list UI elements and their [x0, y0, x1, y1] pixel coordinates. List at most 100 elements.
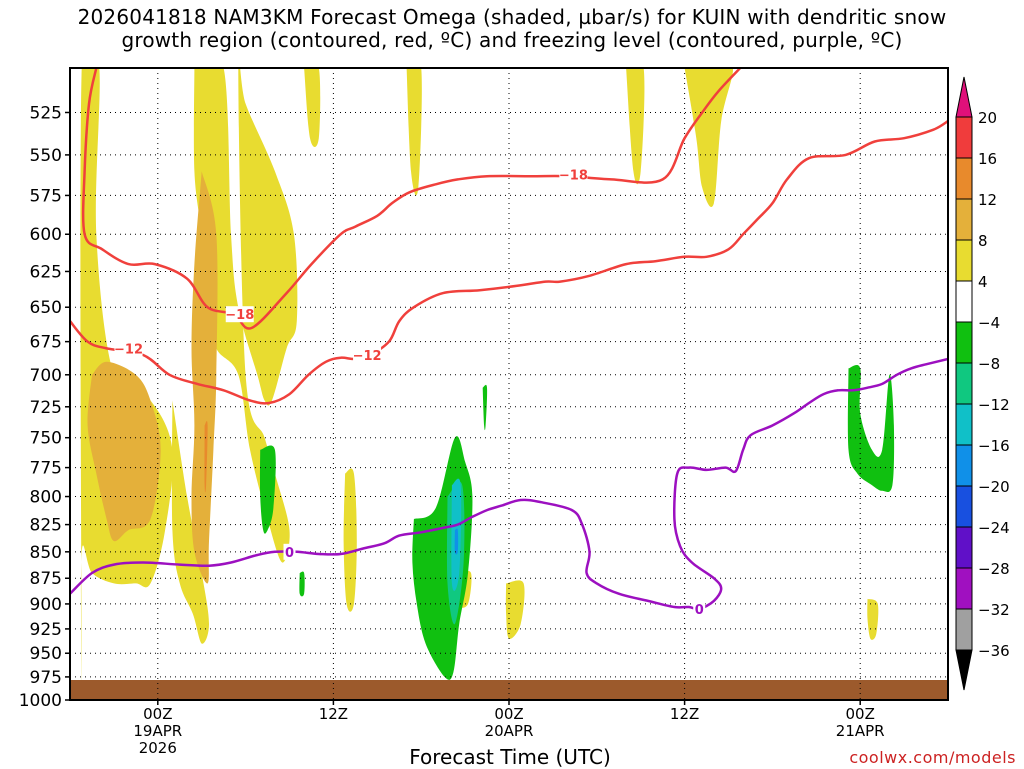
isotherm-label-bg: [225, 306, 254, 323]
y-tick-label: 825: [30, 516, 62, 536]
y-tick-label: 725: [30, 398, 62, 418]
colorbar-label: 8: [978, 232, 988, 250]
axes-layer: 525 550 575 600 625 650 675 700 725 750 775 800 825 8…: [19, 103, 885, 757]
colorbar-label: −32: [978, 601, 1010, 619]
colorbar-bin-4: [955, 239, 973, 282]
isotherm-label-0: 0: [285, 546, 294, 561]
isotherm-label-bg: [559, 166, 588, 183]
x-tick-label: 12Z: [670, 705, 699, 723]
x-tick-date-label: 20APR: [485, 722, 534, 740]
omega-region-5: [406, 68, 422, 196]
y-tick-label: 550: [30, 146, 62, 166]
x-tick-label: 00Z: [494, 705, 523, 723]
y-tick-label: 650: [30, 298, 62, 318]
omega-region-11: [867, 598, 879, 640]
isotherm-label-0: 0: [695, 603, 704, 618]
x-tick-date-label: 19APR: [133, 722, 182, 740]
colorbar-label: −28: [978, 560, 1010, 578]
omega-region-14: [204, 421, 208, 493]
isotherm-layer: −18 −18 −12 −12 0 0: [70, 68, 948, 618]
chart-title-line-2: growth region (contoured, red, ºC) and f…: [121, 28, 903, 52]
isotherm-label-bg: [283, 543, 296, 560]
y-tick-label: 975: [30, 668, 62, 688]
colorbar-bin-11: [955, 526, 973, 569]
colorbar-bin-3: [955, 198, 973, 241]
colorbar-label: −20: [978, 478, 1010, 496]
y-tick-label: 875: [30, 569, 62, 589]
x-tick-label: 00Z: [846, 705, 875, 723]
chart-title-line-1: 2026041818 NAM3KM Forecast Omega (shaded…: [77, 5, 947, 29]
colorbar-label: −16: [978, 437, 1010, 455]
y-tick-label: 925: [30, 620, 62, 640]
x-tick-label: 00Z: [143, 705, 172, 723]
omega-shading-layer: [80, 68, 895, 700]
colorbar-bottom-arrow: [955, 649, 973, 691]
y-tick-label: 600: [30, 225, 62, 245]
x-axis-label: Forecast Time (UTC): [409, 745, 611, 769]
colorbar-bin-10: [955, 485, 973, 528]
y-tick-label: 900: [30, 595, 62, 615]
colorbar-bin-1: [955, 116, 973, 159]
omega-region-8: [343, 468, 357, 612]
y-tick-label: 700: [30, 366, 62, 386]
isotherm-line--12: [70, 120, 948, 405]
omega-region-15: [259, 445, 276, 534]
y-tick-label: 625: [30, 262, 62, 282]
colorbar-bin-13: [955, 608, 973, 651]
isotherm-label-bg: [114, 340, 143, 357]
colorbar-bin-6: [955, 321, 973, 364]
y-tick-label: 675: [30, 333, 62, 353]
y-tick-label: 525: [30, 103, 62, 123]
colorbar-bin-8: [955, 403, 973, 446]
omega-region-19: [847, 364, 895, 493]
x-tick-date-label: 2026: [139, 739, 177, 757]
x-tick-date-label: 21APR: [836, 722, 885, 740]
colorbar-label: −24: [978, 519, 1010, 537]
chart-title: 2026041818 NAM3KM Forecast Omega (shaded…: [0, 6, 1024, 52]
omega-region-13: [191, 171, 218, 584]
y-tick-label: 800: [30, 488, 62, 508]
colorbar-bin-5: [955, 280, 973, 323]
omega-region-3: [171, 400, 209, 644]
omega-region-6: [626, 68, 645, 185]
isotherm-label--12: −12: [353, 349, 382, 364]
ground-layer: [70, 680, 948, 700]
y-tick-label: 575: [30, 186, 62, 206]
isotherm-label-bg: [693, 600, 706, 617]
omega-region-22: [454, 528, 459, 555]
colorbar-label: −8: [978, 355, 1000, 373]
y-tick-label: 775: [30, 459, 62, 479]
colorbar-label: 12: [978, 191, 997, 209]
x-tick-label: 12Z: [319, 705, 348, 723]
colorbar-top-arrow: [955, 76, 973, 118]
omega-region-4: [304, 68, 321, 147]
colorbar-label: 16: [978, 150, 997, 168]
omega-region-10: [505, 580, 525, 639]
colorbar-label: −12: [978, 396, 1010, 414]
colorbar-bin-9: [955, 444, 973, 487]
y-tick-label: 1000: [19, 691, 62, 711]
isotherm-line-0: [70, 357, 948, 611]
isotherm-label-bg: [353, 347, 382, 364]
credit-link[interactable]: coolwx.com/models: [849, 748, 1016, 767]
omega-region-18: [482, 384, 488, 431]
y-tick-label: 950: [30, 644, 62, 664]
omega-region-1: [80, 68, 173, 700]
colorbar-label: 4: [978, 273, 988, 291]
omega-region-16: [299, 571, 305, 597]
colorbar-label: 20: [978, 109, 997, 127]
omega-region-7: [684, 68, 733, 208]
isotherm-label--18: −18: [559, 169, 588, 184]
colorbar-bin-2: [955, 157, 973, 200]
colorbar-bin-12: [955, 567, 973, 610]
isotherm-label--18: −18: [225, 308, 254, 323]
isotherm-line--18: [81, 68, 742, 330]
colorbar-label: −36: [978, 642, 1010, 660]
colorbar-bin-7: [955, 362, 973, 405]
isotherm-label--12: −12: [114, 342, 143, 357]
grid-layer: [70, 68, 948, 701]
ground-strip: [70, 680, 948, 700]
colorbar-label: −4: [978, 314, 1000, 332]
y-tick-label: 750: [30, 429, 62, 449]
